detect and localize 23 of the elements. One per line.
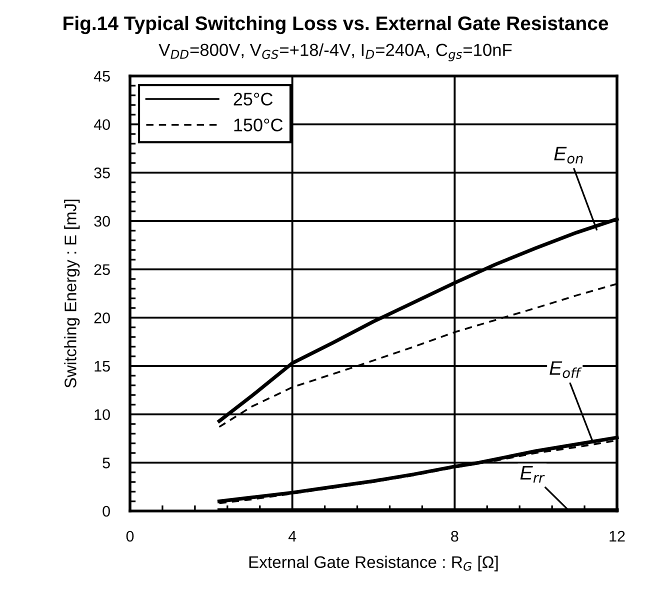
annotation: E$_{on}$ (554, 146, 583, 164)
legend-label: 25°C (234, 92, 273, 106)
y-tick-label: 35 (94, 168, 110, 178)
annotation: E$_{rr}$ (520, 466, 545, 483)
y-tick-label: 10 (94, 409, 110, 420)
y-tick-label: 25 (94, 264, 110, 276)
x-tick-label: 0 (126, 530, 134, 542)
x-tick-label: 8 (451, 530, 458, 542)
y-axis-title: Switching Energy : E [mJ] (64, 200, 80, 388)
x-axis-title: External Gate Resistance : R$_{G}$ [Ω] (249, 556, 498, 572)
chart-title: Fig.14 Typical Switching Loss vs. External Gate Resistance (64, 16, 608, 34)
annotation: E$_{off}$ (550, 361, 582, 378)
y-tick-label: 30 (94, 216, 110, 227)
y-tick-label: 45 (94, 71, 110, 82)
y-tick-label: 0 (102, 506, 110, 517)
y-tick-label: 15 (94, 361, 110, 372)
legend-label: 150°C (234, 118, 283, 132)
text: V$_{DD}$=800V, V$_{GS}$=+18/-4V, I$_{D}$=240A, C$_{gs}$=10nF (158, 43, 512, 62)
x-tick-label: 4 (288, 531, 296, 542)
x-tick-label: 12 (610, 530, 625, 542)
y-tick-label: 20 (94, 312, 110, 324)
y-tick-label: 40 (94, 119, 110, 130)
y-tick-label: 5 (102, 458, 110, 468)
